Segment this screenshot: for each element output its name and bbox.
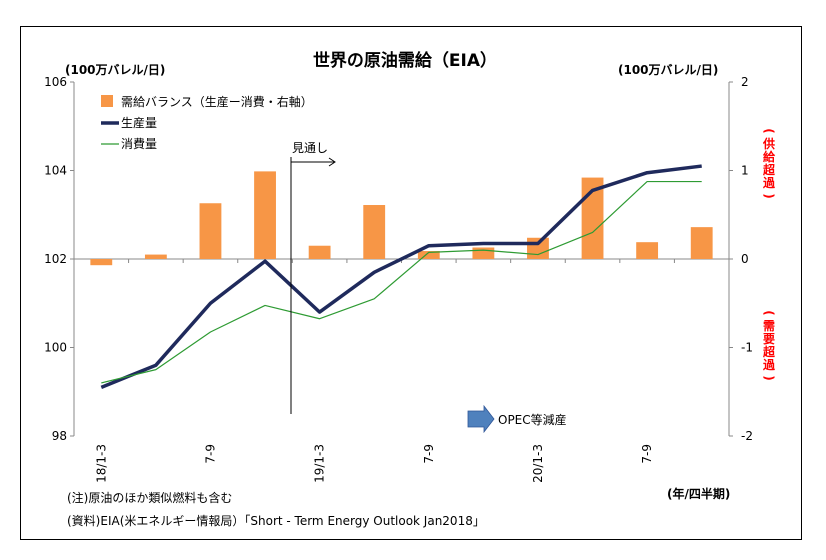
left-tick-label: 98 (52, 429, 67, 443)
chart-title: 世界の原油需給（EIA） (313, 50, 497, 71)
right-axis-note-char: ( (762, 128, 776, 133)
source-note: (資料)EIA(米エネルギー情報局）「Short - Term Energy O… (67, 514, 485, 528)
forecast-marker: 見通し (290, 141, 336, 414)
plot-area: 98 100 102 104 106 -2 -1 0 1 2 18/1-3 7-9 19/1-3 7-9 2… (44, 75, 753, 483)
right-tick-label: 2 (741, 75, 749, 89)
balance-bar (199, 203, 222, 259)
balance-bar (417, 251, 440, 259)
chart: 世界の原油需給（EIA） (100万バレル/日) (100万バレル/日) 98 1… (44, 50, 776, 501)
x-axis-label: (年/四半期) (667, 486, 730, 501)
balance-bar (527, 237, 549, 259)
right-axis-note-char: 超 (762, 344, 776, 359)
chart-frame: 世界の原油需給（EIA） (100万バレル/日) (100万バレル/日) 98 1… (20, 26, 802, 540)
balance-bar (254, 171, 276, 259)
left-tick-label: 100 (44, 341, 67, 355)
right-axis-note-char: 需 (763, 319, 775, 333)
footnote: (注)原油のほか類似燃料も含む (67, 491, 233, 505)
right-axis-note-char: 過 (762, 357, 776, 372)
x-tick-label: 20/1-3 (531, 444, 545, 483)
right-axis-unit: (100万バレル/日) (618, 63, 718, 77)
balance-bar (363, 205, 386, 259)
balance-bar (144, 254, 167, 259)
left-tick-label: 104 (44, 164, 67, 178)
forecast-marker-arrowhead (328, 157, 336, 167)
left-tick-label: 106 (44, 75, 67, 89)
x-tick-label: 7-9 (640, 444, 654, 464)
right-axis-note-char: ( (762, 310, 776, 315)
balance-bar (90, 259, 113, 266)
right-axis-note-char: 給 (763, 149, 776, 164)
production-line (100, 164, 702, 389)
legend-label-bars: 需給バランス（生産ー消費・右軸） (121, 94, 313, 109)
balance-bar (472, 247, 495, 259)
balance-bar (308, 245, 331, 259)
forecast-marker-label: 見通し (292, 141, 328, 155)
opec-cut-arrow-icon (467, 404, 495, 434)
right-axis-note-char: 要 (763, 331, 775, 346)
right-tick-label: 0 (741, 252, 749, 266)
x-tick-label: 7-9 (203, 444, 217, 464)
x-tick-label: 19/1-3 (313, 444, 327, 483)
right-axis-note-char: 超 (762, 162, 776, 177)
x-tick-label: 18/1-3 (94, 444, 108, 483)
opec-cut-annotation: OPEC等減産 (467, 404, 567, 434)
right-axis-note-char: 供 (762, 136, 775, 151)
left-axis-unit: (100万バレル/日) (65, 63, 165, 77)
balance-bar (690, 227, 713, 259)
x-tick-label: 7-9 (422, 444, 436, 464)
legend-label-consumption: 消費量 (121, 136, 157, 151)
consumption-line (101, 180, 702, 384)
right-tick-label: -2 (741, 429, 753, 443)
legend-swatch-bars (101, 95, 113, 107)
right-axis-note-char: 過 (762, 175, 776, 190)
legend: 需給バランス（生産ー消費・右軸） 生産量 消費量 (101, 94, 313, 151)
right-axis-note-char: ) (762, 375, 776, 380)
balance-bar (636, 242, 659, 259)
opec-cut-label: OPEC等減産 (498, 412, 567, 427)
right-tick-label: 1 (741, 164, 749, 178)
left-tick-label: 102 (44, 252, 67, 266)
legend-label-production: 生産量 (121, 115, 157, 130)
right-axis-note-char: ) (762, 193, 776, 198)
right-tick-label: -1 (741, 341, 753, 355)
